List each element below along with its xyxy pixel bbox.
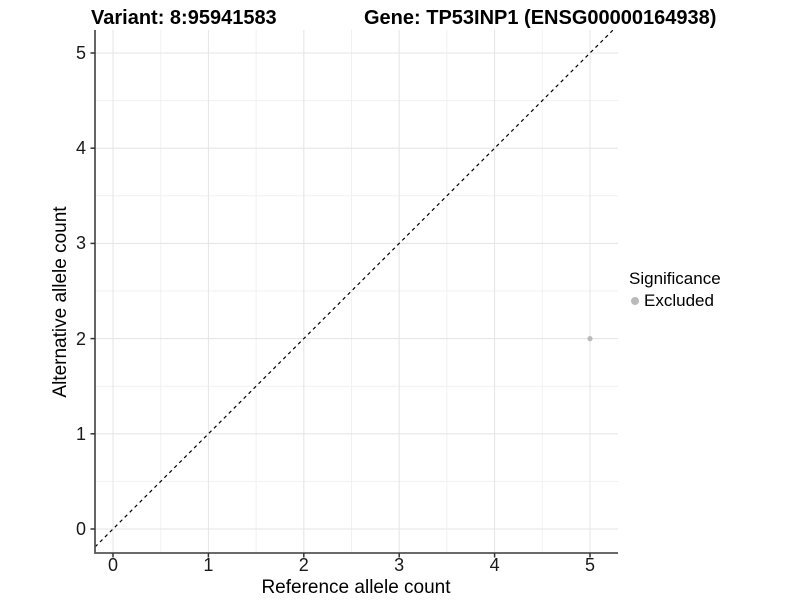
y-tick-label: 0 xyxy=(75,519,86,539)
y-tick-label: 2 xyxy=(75,328,86,349)
y-tick-label: 5 xyxy=(75,43,86,63)
x-tick-label: 3 xyxy=(394,555,405,575)
legend-title: Significance xyxy=(629,269,721,288)
variant-title: Variant: 8:95941583 xyxy=(91,7,277,29)
y-tick-label: 4 xyxy=(75,138,86,159)
x-axis-title: Reference allele count xyxy=(261,577,451,598)
x-tick-label: 2 xyxy=(298,555,309,575)
y-axis-title: Alternative allele count xyxy=(50,206,71,398)
x-tick-label: 5 xyxy=(584,555,596,575)
legend-item-label: Excluded xyxy=(644,291,714,310)
x-tick-label: 4 xyxy=(489,555,500,575)
legend-point-icon xyxy=(631,297,639,305)
x-tick-label: 0 xyxy=(107,555,119,575)
gene-title: Gene: TP53INP1 (ENSG00000164938) xyxy=(364,7,717,29)
x-tick-label: 1 xyxy=(203,555,214,575)
legend-item-excluded: Excluded xyxy=(631,291,721,311)
y-tick-label: 1 xyxy=(75,423,86,444)
legend: Significance Excluded xyxy=(629,269,721,311)
data-point-excluded xyxy=(587,336,593,342)
y-tick-label: 3 xyxy=(75,233,86,254)
